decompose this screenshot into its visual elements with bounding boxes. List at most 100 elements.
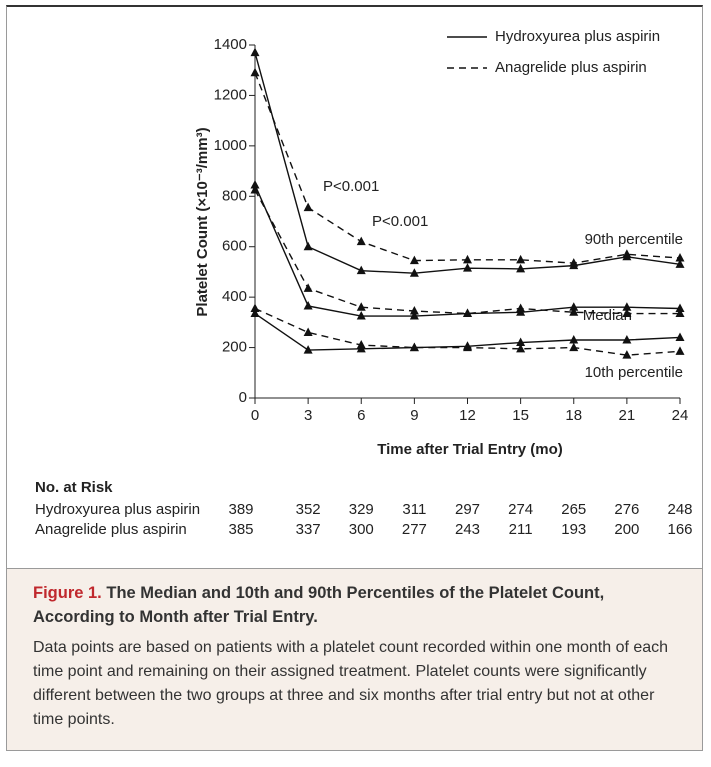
risk-value: 311 <box>402 501 426 518</box>
marker <box>675 303 685 312</box>
marker <box>675 332 685 341</box>
risk-row-name: Anagrelide plus aspirin <box>35 521 187 538</box>
marker <box>409 311 419 320</box>
marker <box>303 327 313 336</box>
marker <box>463 263 472 272</box>
risk-value: 385 <box>228 521 253 538</box>
x-tick-label: 21 <box>619 407 636 424</box>
marker <box>409 306 419 315</box>
percentile-label: 90th percentile <box>585 231 683 248</box>
marker <box>516 337 526 347</box>
marker <box>250 67 260 77</box>
percentile-label: 10th percentile <box>585 364 683 381</box>
annotation: P<0.001 <box>372 213 428 230</box>
caption-title: Figure 1. The Median and 10th and 90th P… <box>33 581 678 629</box>
risk-value: 352 <box>296 501 321 518</box>
x-tick-label: 12 <box>459 407 476 424</box>
marker <box>303 283 313 292</box>
marker <box>303 241 313 251</box>
marker <box>303 202 313 212</box>
risk-value: 193 <box>561 521 586 538</box>
risk-value: 248 <box>667 501 692 518</box>
legend-label: Hydroxyurea plus aspirin <box>495 28 660 45</box>
y-tick-label: 1400 <box>214 36 247 53</box>
x-axis-label: Time after Trial Entry (mo) <box>377 441 563 458</box>
legend-label: Anagrelide plus aspirin <box>495 59 647 76</box>
marker <box>409 342 419 352</box>
marker <box>622 302 632 311</box>
marker <box>516 343 526 353</box>
x-tick-label: 15 <box>512 407 529 424</box>
risk-value: 243 <box>455 521 480 538</box>
marker <box>516 254 526 264</box>
y-tick-label: 400 <box>222 288 247 305</box>
marker <box>356 236 366 246</box>
marker <box>409 268 419 277</box>
marker <box>250 179 260 189</box>
marker <box>675 259 685 268</box>
x-tick-label: 24 <box>672 407 689 424</box>
risk-value: 389 <box>228 501 253 518</box>
x-tick-label: 6 <box>357 407 365 424</box>
risk-value: 200 <box>614 521 639 538</box>
y-tick-label: 1200 <box>214 86 247 103</box>
y-tick-label: 1000 <box>214 137 247 154</box>
marker <box>303 345 313 354</box>
marker <box>463 308 472 318</box>
marker <box>569 307 579 316</box>
risk-value: 276 <box>614 501 639 518</box>
risk-value: 274 <box>508 501 533 518</box>
chart: Time after Trial Entry (mo) Platelet Cou… <box>35 28 693 538</box>
risk-value: 277 <box>402 521 427 538</box>
caption: Figure 1. The Median and 10th and 90th P… <box>7 568 702 750</box>
figure-frame <box>6 5 703 751</box>
marker <box>675 253 685 262</box>
risk-value: 300 <box>349 521 374 538</box>
marker <box>409 255 419 265</box>
marker <box>569 302 579 311</box>
y-tick-label: 200 <box>222 339 247 356</box>
marker <box>250 47 260 57</box>
marker <box>303 300 313 310</box>
x-tick-label: 18 <box>565 407 582 424</box>
marker <box>356 340 366 349</box>
series-line <box>254 184 681 317</box>
risk-value: 166 <box>667 521 692 538</box>
marker <box>675 308 685 318</box>
y-tick-label: 0 <box>239 389 247 406</box>
y-tick-label: 600 <box>222 238 247 255</box>
marker <box>622 350 632 359</box>
marker <box>463 342 472 352</box>
risk-value: 265 <box>561 501 586 518</box>
marker <box>569 335 579 344</box>
marker <box>622 335 632 344</box>
x-tick-label: 0 <box>251 407 259 424</box>
marker <box>250 184 260 194</box>
marker <box>356 311 366 320</box>
marker <box>622 249 632 258</box>
marker <box>356 302 366 311</box>
risk-value: 329 <box>349 501 374 518</box>
risk-value: 211 <box>509 521 533 538</box>
marker <box>569 258 579 267</box>
risk-value: 337 <box>296 521 321 538</box>
y-tick-label: 800 <box>222 187 247 204</box>
caption-body: Data points are based on patients with a… <box>33 639 669 728</box>
caption-heading: The Median and 10th and 90th Percentiles… <box>33 584 605 626</box>
marker <box>675 346 685 355</box>
risk-table-title: No. at Risk <box>35 479 113 496</box>
x-tick-label: 3 <box>304 407 312 424</box>
marker <box>463 254 472 264</box>
risk-value: 297 <box>455 501 480 518</box>
marker <box>250 303 260 312</box>
marker <box>356 265 366 275</box>
marker <box>569 342 579 352</box>
marker <box>516 303 526 312</box>
risk-row-name: Hydroxyurea plus aspirin <box>35 501 200 518</box>
annotation: P<0.001 <box>323 178 379 195</box>
marker <box>622 308 632 318</box>
marker <box>250 308 260 318</box>
x-tick-label: 9 <box>410 407 418 424</box>
marker <box>516 263 526 273</box>
